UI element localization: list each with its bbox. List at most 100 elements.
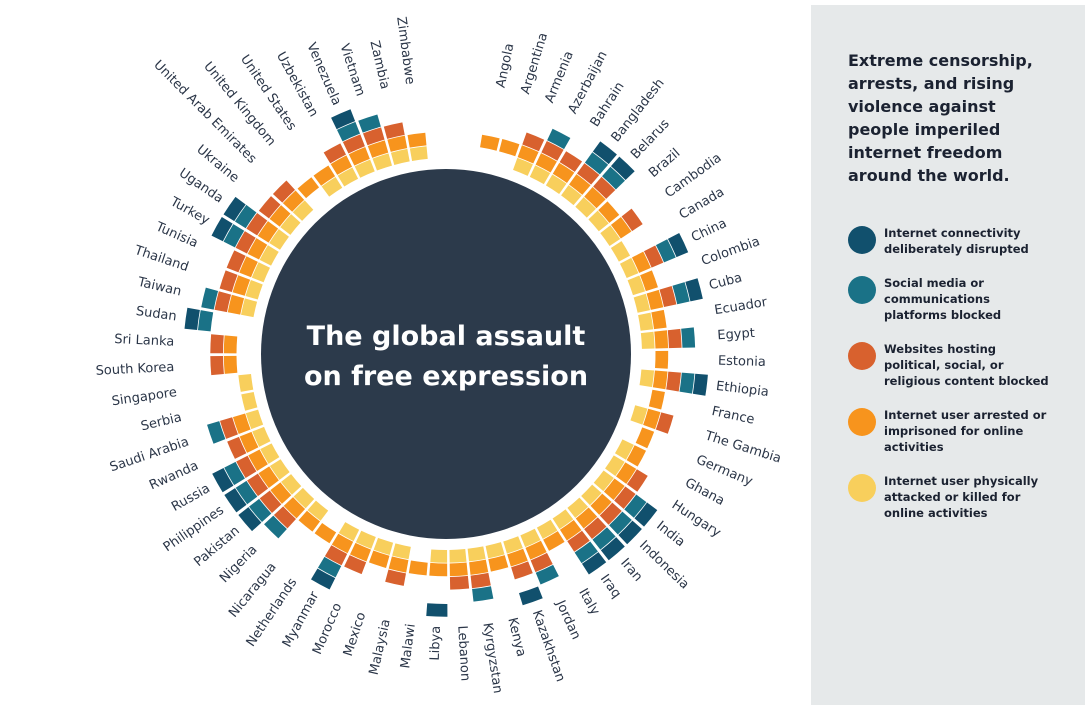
tile-arrested <box>616 462 637 484</box>
tile-attacked <box>639 369 655 388</box>
tile-arrested <box>584 187 606 209</box>
tile-arrested <box>388 556 409 573</box>
tile-websites <box>226 250 246 273</box>
tile-attacked <box>513 157 533 176</box>
tile-arrested <box>646 289 664 310</box>
tile-attacked <box>536 519 558 539</box>
tile-arrested <box>449 562 468 577</box>
tile-connectivity <box>581 552 607 575</box>
tile-websites <box>219 417 238 439</box>
tile-connectivity <box>685 278 703 302</box>
tile-attacked <box>633 293 651 313</box>
tile-attacked <box>485 542 505 559</box>
country-label: Angola <box>494 42 518 89</box>
tile-arrested <box>631 251 651 273</box>
tile-connectivity <box>212 468 234 493</box>
tile-attacked <box>520 528 541 548</box>
country-label: Sudan <box>135 304 178 324</box>
center-title-line-2: on free expression <box>304 361 588 392</box>
country-label: Egypt <box>717 326 755 343</box>
tile-websites <box>214 291 232 313</box>
tile-social <box>235 480 258 505</box>
tile-websites <box>559 151 583 172</box>
tile-websites <box>666 371 681 392</box>
tile-arrested <box>387 135 408 152</box>
tile-arrested <box>223 355 238 374</box>
tile-connectivity <box>634 502 658 527</box>
radial-chart-svg: Angola ArgentinaArmeniaAzerbaijanBahrainB… <box>95 16 783 695</box>
tile-websites <box>530 552 553 573</box>
tile-websites <box>344 555 367 575</box>
tile-social <box>249 498 272 523</box>
country-label: Singapore <box>111 385 178 409</box>
tile-arrested <box>635 427 655 449</box>
tile-arrested <box>314 522 337 544</box>
country-label: Turkey <box>167 194 212 228</box>
tile-arrested <box>331 533 354 554</box>
radial-chart: Angola Argentina Armenia Azerbaijan Bahrain B… <box>95 16 783 695</box>
tile-websites <box>258 196 281 219</box>
tile-attacked <box>354 159 375 178</box>
tile-websites <box>272 180 296 203</box>
tile-arrested <box>232 275 251 296</box>
tile-connectivity <box>618 520 642 545</box>
tile-attacked <box>241 298 258 318</box>
tile-attacked <box>337 167 359 187</box>
tile-connectivity <box>310 568 336 590</box>
tile-attacked <box>638 312 654 331</box>
tile-attacked <box>552 509 574 530</box>
country-label: Sri Lanka <box>114 332 175 350</box>
tile-connectivity <box>238 507 262 532</box>
tile-connectivity <box>610 156 635 181</box>
country-label: Tunisia <box>153 219 201 251</box>
tile-connectivity <box>184 307 200 331</box>
tile-websites <box>259 490 282 513</box>
tile-websites <box>324 545 348 566</box>
tile-attacked <box>640 331 655 349</box>
tile-arrested <box>610 217 632 239</box>
tile-attacked <box>503 536 523 554</box>
tile-websites <box>659 285 677 308</box>
country-label: Colombia <box>699 234 762 269</box>
country-label: France <box>710 404 755 428</box>
tile-arrested <box>590 493 612 515</box>
tile-websites <box>626 469 648 492</box>
tile-arrested <box>525 540 547 560</box>
tile-arrested <box>248 449 268 471</box>
tile-social <box>602 166 625 190</box>
tile-arrested <box>258 466 279 488</box>
tile-arrested <box>507 548 528 567</box>
tile-arrested <box>655 350 669 369</box>
tile-arrested <box>429 562 448 577</box>
country-label: Serbia <box>139 410 183 434</box>
tile-social <box>535 564 559 585</box>
tile-social <box>584 152 609 175</box>
tile-attacked <box>355 530 376 549</box>
legend-label-connectivity: Internet connectivity deliberately disru… <box>884 226 1029 256</box>
tile-arrested <box>598 201 620 223</box>
tile-websites <box>236 455 257 479</box>
tile-social <box>207 421 226 444</box>
tile-websites <box>449 575 470 590</box>
tile-websites <box>363 127 385 146</box>
tile-arrested <box>283 497 306 519</box>
tile-connectivity <box>600 537 625 561</box>
tile-arrested <box>269 205 291 227</box>
tile-attacked <box>392 543 411 560</box>
legend-item-websites: Websites hosting political, social, or r… <box>848 341 1063 389</box>
tile-arrested <box>407 132 427 148</box>
tile-websites <box>567 530 590 552</box>
tile-websites <box>541 140 564 161</box>
tile-attacked <box>610 241 631 262</box>
tile-websites <box>470 572 491 589</box>
tile-attacked <box>449 549 467 563</box>
tile-websites <box>667 328 682 349</box>
tile-social <box>223 224 245 248</box>
tile-arrested <box>569 174 591 195</box>
tile-attacked <box>600 225 621 246</box>
tile-arrested <box>603 478 625 501</box>
tile-attacked <box>619 257 639 279</box>
tile-arrested <box>239 256 258 278</box>
tile-attacked <box>575 197 596 218</box>
tile-arrested <box>643 408 661 430</box>
